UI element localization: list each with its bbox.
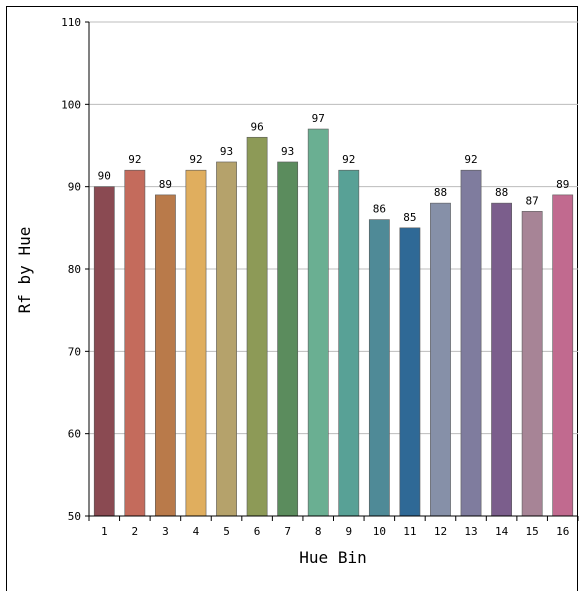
x-tick-label: 3 [162,525,169,538]
bar [277,161,299,517]
data-label: 92 [464,153,477,166]
bar [93,186,115,517]
x-tick-label: 5 [223,525,230,538]
bar [246,136,268,517]
bar [399,227,421,517]
data-label: 93 [281,145,294,158]
x-tick-label: 1 [101,525,108,538]
bar [552,194,574,517]
x-tick-label: 12 [434,525,447,538]
bar [307,128,329,517]
data-label: 93 [220,145,233,158]
bar [491,202,512,517]
bar [155,194,176,517]
bar [338,169,360,517]
x-tick-label: 9 [345,525,352,538]
x-axis-ticks: 1 2 3 4 5 6 7 8 9 10 11 12 13 14 15 16 [88,516,579,538]
data-label: 90 [98,170,111,183]
x-tick-label: 15 [526,525,539,538]
data-label: 92 [128,153,141,166]
x-tick-label: 4 [193,525,200,538]
bar [521,211,543,517]
x-tick-label: 10 [373,525,386,538]
y-tick-label: 110 [61,16,81,29]
y-axis-ticks: 50 60 70 80 90 100 110 [61,16,89,523]
bar [460,169,482,517]
data-label: 89 [159,178,172,191]
data-label: 96 [250,120,263,133]
y-tick-label: 80 [68,263,81,276]
data-labels: 90 92 89 92 93 96 93 97 92 86 85 88 92 88 87 89 [98,112,570,224]
data-label: 92 [342,153,355,166]
y-tick-label: 60 [68,428,81,441]
x-tick-label: 13 [464,525,477,538]
data-label: 97 [312,112,325,125]
data-label: 89 [556,178,569,191]
x-tick-label: 6 [254,525,261,538]
y-axis-title: Rf by Hue [15,227,34,314]
x-tick-label: 11 [403,525,416,538]
bar [124,169,146,517]
bars [93,128,574,517]
data-label: 87 [526,194,539,207]
y-tick-label: 100 [61,98,81,111]
x-tick-label: 2 [132,525,139,538]
data-label: 88 [434,186,447,199]
bar [368,219,390,517]
y-tick-label: 50 [68,510,81,523]
x-tick-label: 16 [556,525,569,538]
data-label: 92 [189,153,202,166]
x-axis-title: Hue Bin [299,548,366,567]
y-tick-label: 70 [68,345,81,358]
y-tick-label: 90 [68,181,81,194]
data-label: 88 [495,186,508,199]
data-label: 85 [403,211,416,224]
x-tick-label: 14 [495,525,509,538]
bar [430,202,451,517]
data-label: 86 [373,203,386,216]
x-tick-label: 8 [315,525,322,538]
bar [216,161,237,517]
x-tick-label: 7 [284,525,291,538]
chart-frame [6,6,578,591]
bar [185,169,207,517]
